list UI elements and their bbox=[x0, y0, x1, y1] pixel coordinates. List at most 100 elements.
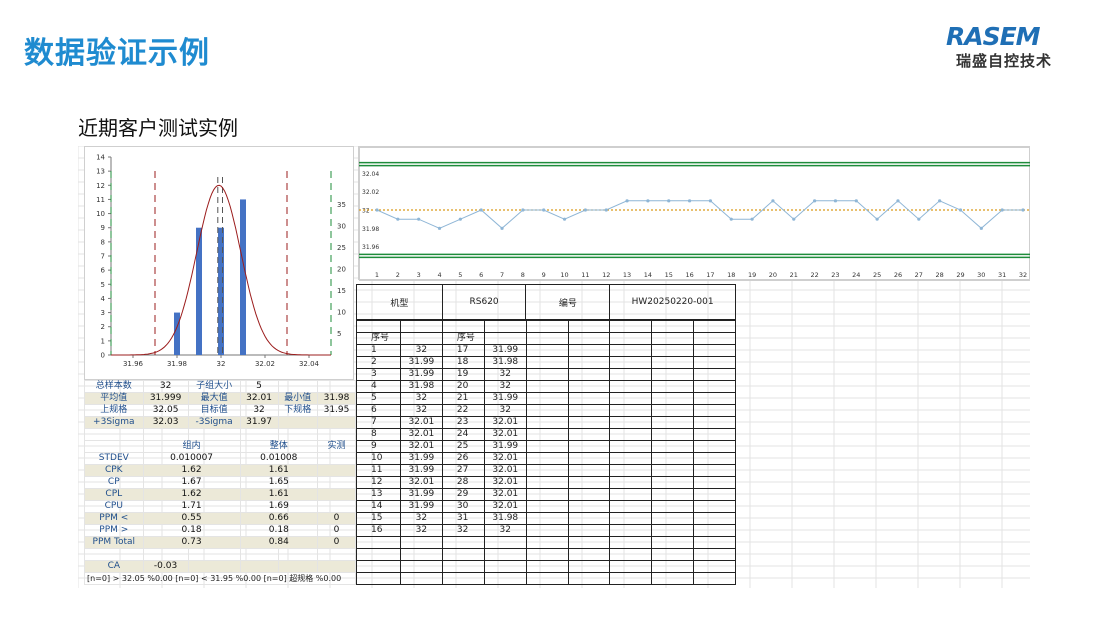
run-x-tick: 10 bbox=[560, 271, 568, 279]
capability-cell: 1.65 bbox=[239, 476, 318, 489]
table-cell: 18 bbox=[441, 356, 485, 369]
table-cell bbox=[651, 416, 695, 429]
table-row bbox=[356, 572, 736, 585]
stats-cell: 31.95 bbox=[316, 404, 357, 417]
run-point bbox=[708, 199, 713, 203]
table-cell: 31.99 bbox=[399, 368, 443, 381]
run-x-tick: 15 bbox=[665, 271, 673, 279]
table-cell: 序号 bbox=[356, 332, 401, 345]
run-x-tick: 11 bbox=[581, 271, 589, 279]
table-cell bbox=[483, 536, 527, 549]
run-point bbox=[687, 199, 692, 203]
table-cell: 8 bbox=[356, 428, 401, 441]
table-cell bbox=[651, 572, 695, 585]
capability-cell bbox=[316, 476, 357, 489]
table-cell bbox=[525, 440, 569, 453]
hist-right-tick: 15 bbox=[337, 287, 346, 295]
capability-row: CP 1.67 1.65 bbox=[84, 476, 357, 489]
stats-row bbox=[84, 548, 357, 561]
hist-left-tick: 12 bbox=[96, 182, 105, 190]
table-cell bbox=[567, 572, 611, 585]
table-cell: 13 bbox=[356, 488, 401, 501]
table-cell bbox=[525, 560, 569, 573]
stats-row: +3Sigma 32.03 -3Sigma 31.97 bbox=[84, 416, 357, 429]
capability-cell: CPU bbox=[84, 500, 144, 513]
run-point bbox=[396, 217, 400, 221]
table-cell: 序号 bbox=[441, 332, 485, 345]
capability-cell: 0.73 bbox=[142, 536, 241, 549]
table-cell bbox=[525, 524, 569, 537]
table-cell bbox=[525, 428, 569, 441]
table-cell: 16 bbox=[356, 524, 401, 537]
run-point bbox=[521, 208, 525, 212]
stats-cell bbox=[316, 428, 357, 441]
table-cell bbox=[609, 440, 653, 453]
stats-row: 平均值 31.999 最大值 32.01 最小值 31.98 bbox=[84, 392, 357, 405]
capability-cell: 1.61 bbox=[239, 488, 318, 501]
table-cell bbox=[651, 548, 695, 561]
table-cell bbox=[651, 320, 695, 333]
table-cell bbox=[693, 548, 736, 561]
table-cell bbox=[399, 536, 443, 549]
table-cell bbox=[609, 524, 653, 537]
table-cell: 32 bbox=[399, 524, 443, 537]
capability-cell bbox=[84, 440, 144, 453]
table-cell: 31.99 bbox=[399, 452, 443, 465]
hist-left-tick: 10 bbox=[96, 210, 105, 218]
table-cell: 32.01 bbox=[483, 488, 527, 501]
code-value: HW20250220-001 bbox=[609, 284, 736, 320]
capability-cell: 0.66 bbox=[239, 512, 318, 525]
run-x-tick: 23 bbox=[831, 271, 839, 279]
stats-cell bbox=[316, 380, 357, 393]
run-x-tick: 21 bbox=[790, 271, 798, 279]
table-cell bbox=[693, 344, 736, 357]
table-cell bbox=[651, 560, 695, 573]
table-cell bbox=[693, 524, 736, 537]
run-point bbox=[625, 199, 629, 203]
table-cell bbox=[693, 560, 736, 573]
hist-right-tick: 30 bbox=[337, 223, 346, 231]
stats-cell bbox=[84, 428, 144, 441]
table-cell bbox=[609, 416, 653, 429]
table-cell: 14 bbox=[356, 500, 401, 513]
hist-left-tick: 5 bbox=[101, 281, 105, 289]
table-cell bbox=[693, 476, 736, 489]
table-cell bbox=[525, 404, 569, 417]
table-cell bbox=[399, 320, 443, 333]
run-x-tick: 13 bbox=[623, 271, 631, 279]
capability-cell: 1.62 bbox=[142, 488, 241, 501]
run-x-tick: 19 bbox=[748, 271, 756, 279]
capability-row: PPM >0.18 0.18 0 bbox=[84, 524, 357, 537]
run-point bbox=[813, 199, 817, 203]
hist-right-tick: 35 bbox=[337, 201, 346, 209]
run-point bbox=[792, 217, 796, 221]
run-x-tick: 30 bbox=[977, 271, 985, 279]
table-cell: 26 bbox=[441, 452, 485, 465]
run-y-tick: 32 bbox=[362, 208, 370, 215]
stats-cell: 32.03 bbox=[142, 416, 189, 429]
company-logo: RASEM 瑞盛自控技术 bbox=[946, 22, 1064, 72]
table-cell bbox=[651, 392, 695, 405]
table-cell bbox=[399, 548, 443, 561]
table-cell bbox=[567, 416, 611, 429]
run-x-tick: 5 bbox=[458, 271, 462, 279]
hist-left-tick: 3 bbox=[101, 309, 105, 317]
stats-cell: 32 bbox=[142, 380, 189, 393]
table-row: 16 32 32 32 bbox=[356, 524, 736, 537]
table-row: 9 32.01 25 31.99 bbox=[356, 440, 736, 453]
run-point bbox=[437, 226, 442, 230]
table-cell: 31.98 bbox=[483, 356, 527, 369]
table-cell: 25 bbox=[441, 440, 485, 453]
table-cell bbox=[567, 524, 611, 537]
table-cell bbox=[525, 488, 569, 501]
table-cell: 11 bbox=[356, 464, 401, 477]
run-x-tick: 31 bbox=[998, 271, 1006, 279]
hist-left-tick: 11 bbox=[96, 196, 105, 204]
capability-cell: CPL bbox=[84, 488, 144, 501]
table-cell bbox=[567, 512, 611, 525]
table-cell: 28 bbox=[441, 476, 485, 489]
run-x-tick: 27 bbox=[915, 271, 923, 279]
table-cell: 31 bbox=[441, 512, 485, 525]
table-row bbox=[356, 320, 736, 333]
